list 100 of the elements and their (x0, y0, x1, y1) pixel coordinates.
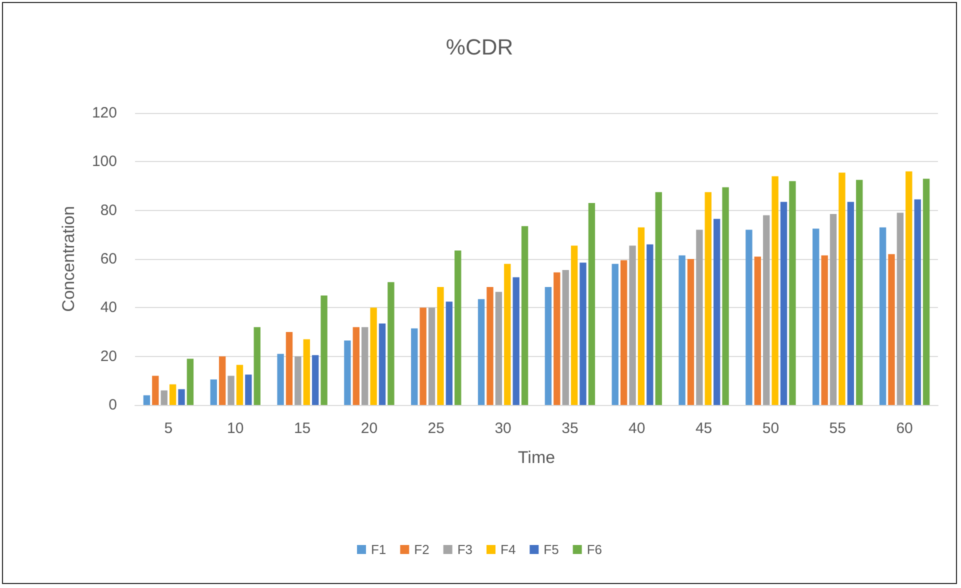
bar (746, 230, 752, 405)
legend-label: F2 (414, 542, 430, 557)
bar (830, 214, 837, 405)
bar (879, 227, 886, 405)
bar (687, 259, 694, 405)
bar (838, 172, 846, 405)
bar (821, 255, 828, 405)
y-tick-label: 20 (100, 348, 117, 365)
bar (388, 282, 394, 405)
bar (286, 332, 293, 405)
legend-label: F6 (586, 542, 602, 557)
bar (888, 254, 895, 405)
legend-label: F1 (370, 542, 386, 557)
bar (254, 327, 260, 405)
bar (320, 296, 328, 405)
bar (521, 226, 528, 405)
bar (554, 272, 560, 405)
bar (186, 358, 194, 405)
bar (847, 202, 854, 405)
bar (638, 227, 645, 405)
bar (143, 395, 150, 405)
bar (378, 323, 386, 405)
bar (856, 180, 863, 405)
bar (411, 328, 418, 405)
bar (646, 244, 654, 405)
bar (245, 374, 252, 405)
bar (772, 176, 778, 405)
bar (504, 264, 511, 405)
bar (780, 202, 788, 405)
x-tick-label: 45 (695, 420, 712, 437)
bar (428, 308, 436, 405)
bar (236, 364, 244, 405)
x-tick-label: 40 (628, 420, 646, 437)
bar (370, 308, 377, 405)
y-axis-title: Concentration (59, 206, 78, 312)
x-tick-label: 25 (428, 420, 444, 437)
x-axis-title: Time (518, 448, 556, 467)
bar (169, 384, 176, 405)
bar (152, 376, 159, 405)
bar (906, 171, 912, 405)
bar (713, 218, 720, 405)
bar (446, 302, 453, 405)
bar (812, 228, 820, 405)
x-tick-label: 15 (294, 420, 311, 437)
bar (160, 390, 168, 405)
bar (218, 356, 226, 405)
bar (754, 256, 762, 405)
x-tick-label: 35 (562, 420, 578, 437)
x-tick-label: 55 (829, 420, 846, 437)
x-tick-label: 10 (227, 420, 244, 437)
x-tick-label: 50 (762, 420, 780, 437)
bar (294, 356, 302, 405)
bar (570, 246, 578, 405)
bar (303, 339, 310, 405)
y-tick-label: 0 (108, 396, 117, 414)
bar (178, 389, 185, 405)
bar (722, 187, 729, 405)
bar (704, 192, 712, 405)
x-tick-label: 60 (896, 420, 913, 437)
bar (655, 192, 662, 405)
y-tick-label: 120 (92, 104, 117, 122)
bar (228, 376, 234, 405)
bar (544, 286, 552, 405)
bar (696, 230, 703, 405)
y-tick-label: 80 (100, 202, 117, 219)
y-tick-label: 60 (100, 250, 117, 268)
legend-label: F5 (544, 542, 559, 557)
bar (486, 286, 494, 405)
bar (678, 255, 686, 405)
bar (512, 277, 520, 405)
bar (612, 264, 618, 405)
bar (789, 181, 796, 405)
bar (914, 199, 921, 405)
chart-title: %CDR (446, 34, 514, 60)
bar (620, 260, 628, 405)
x-tick-label: 5 (164, 420, 173, 437)
bar (420, 308, 426, 405)
bar (312, 355, 319, 405)
y-tick-label: 100 (92, 153, 117, 170)
bar (896, 212, 904, 405)
bar (478, 299, 485, 405)
bar (344, 340, 351, 405)
bar (495, 292, 502, 405)
bar (588, 203, 596, 405)
legend-label: F4 (500, 542, 516, 557)
bar (437, 286, 444, 405)
bar (629, 246, 636, 405)
bar (922, 178, 930, 405)
bar (362, 327, 368, 405)
bar (352, 327, 360, 405)
bar (763, 215, 770, 405)
bar (454, 250, 462, 405)
y-tick-label: 40 (100, 299, 117, 316)
x-tick-label: 30 (494, 420, 512, 437)
bar (210, 379, 217, 405)
bar (277, 354, 284, 405)
x-tick-label: 20 (360, 420, 378, 437)
bar (562, 270, 569, 405)
legend-label: F3 (457, 542, 472, 557)
bar (580, 262, 586, 405)
